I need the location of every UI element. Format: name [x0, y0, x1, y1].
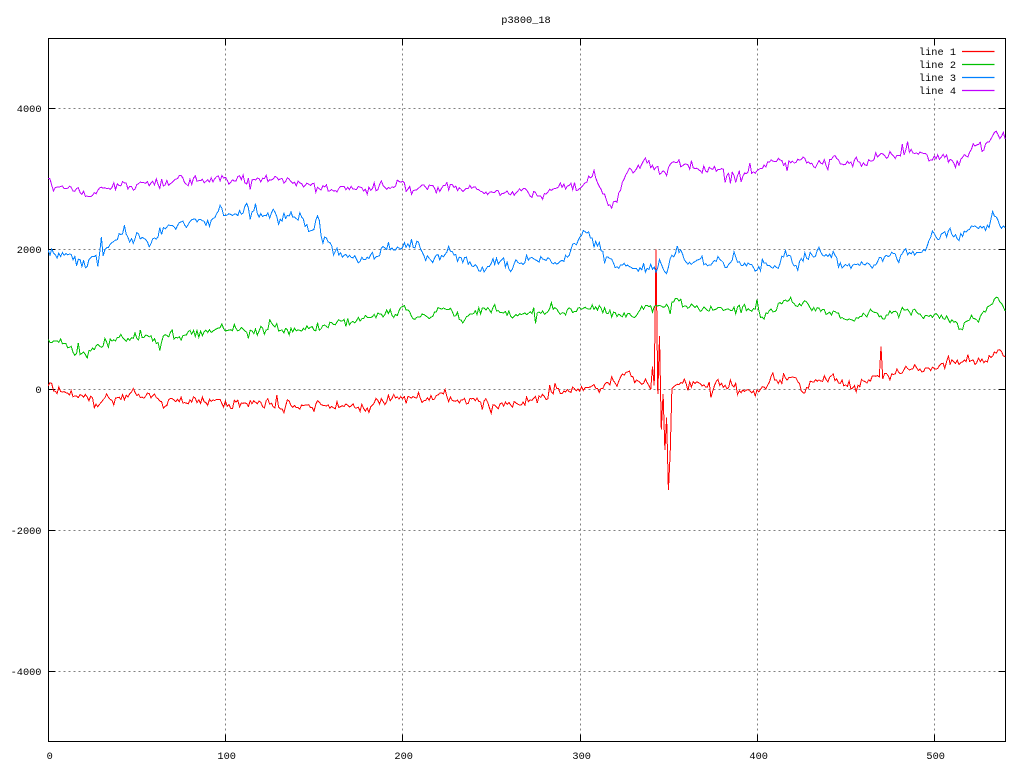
svg-text:200: 200 [394, 751, 413, 763]
svg-text:4000: 4000 [17, 104, 42, 116]
svg-text:100: 100 [217, 751, 236, 763]
svg-text:500: 500 [926, 751, 945, 763]
svg-text:line 1: line 1 [919, 47, 956, 59]
svg-text:line 3: line 3 [919, 73, 956, 85]
svg-text:p3800_18: p3800_18 [501, 15, 550, 27]
svg-text:0: 0 [47, 751, 53, 763]
svg-text:line 4: line 4 [919, 86, 956, 98]
svg-text:0: 0 [35, 385, 41, 397]
svg-text:300: 300 [572, 751, 591, 763]
svg-text:400: 400 [749, 751, 768, 763]
svg-text:-4000: -4000 [11, 667, 42, 679]
svg-text:line 2: line 2 [919, 60, 956, 72]
svg-text:-2000: -2000 [11, 526, 42, 538]
svg-text:2000: 2000 [17, 245, 42, 257]
